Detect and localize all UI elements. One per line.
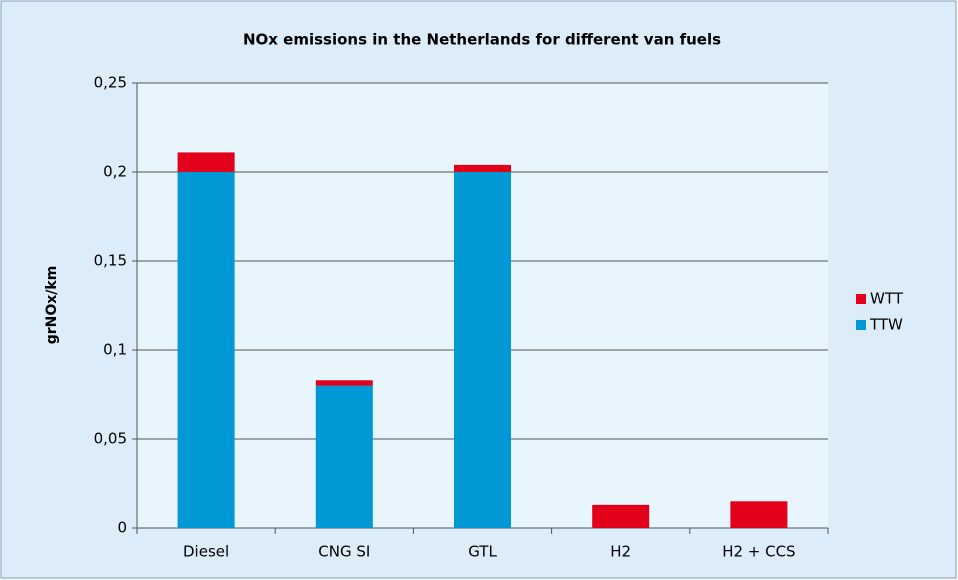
legend-label: WTT [870,290,904,308]
bar-segment [177,152,235,172]
bar-segment [315,385,373,528]
y-axis-label: grNOx/km [44,266,60,345]
x-tick-label: H2 [610,543,631,561]
bar-segment [454,164,511,172]
y-tick-label: 0,05 [94,430,127,448]
legend-swatch [856,294,866,304]
x-tick-label: H2 + CCS [722,543,795,561]
x-tick-label: GTL [468,543,497,561]
y-tick-label: 0 [117,519,127,537]
chart-title: NOx emissions in the Netherlands for dif… [243,31,721,49]
x-tick-label: CNG SI [318,543,370,561]
y-tick-label: 0,25 [94,74,127,92]
y-tick-label: 0,2 [103,163,127,181]
bar-segment [177,172,235,528]
bar-segment [592,504,650,528]
bar-segment [315,380,373,386]
x-tick-label: Diesel [183,543,229,561]
y-tick-label: 0,1 [103,341,127,359]
legend-label: TTW [869,316,903,334]
bar-segment [454,172,511,528]
bar-segment [730,501,788,528]
y-tick-label: 0,15 [94,252,127,270]
legend-swatch [856,320,866,330]
